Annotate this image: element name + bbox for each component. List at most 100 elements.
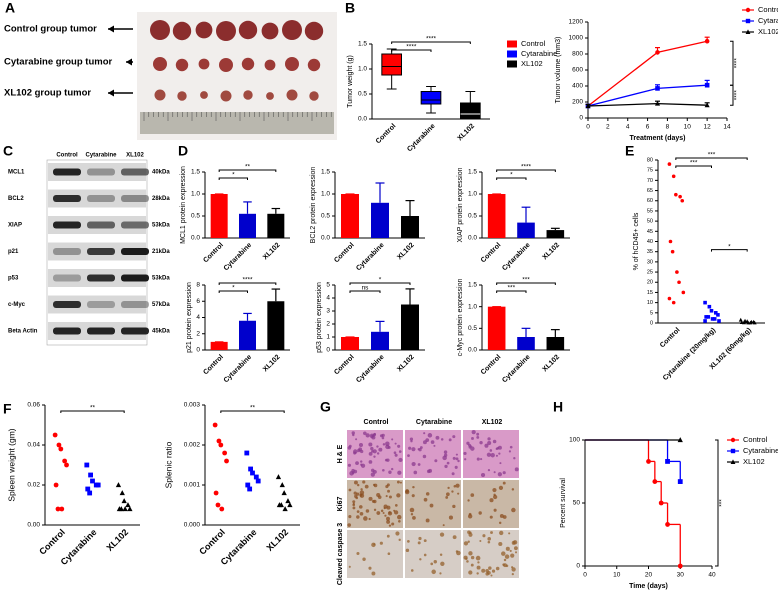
cell [429,503,434,508]
cell [372,483,376,487]
cell [380,509,384,513]
tumor [219,58,233,72]
marker [652,479,658,484]
marker [717,319,721,323]
cell [467,499,470,502]
cell [511,507,516,513]
cell [425,518,430,523]
cell [453,484,457,488]
protein-label: BCL2 [8,196,24,202]
y-tick-label: 0.002 [184,442,201,449]
cell [511,488,515,491]
cell [394,442,397,445]
cell [383,507,386,510]
significance-bracket [349,290,381,293]
panel-letter: E [625,143,634,159]
significance-bracket [496,282,556,285]
row-label: Cleaved caspase 3 [337,523,344,585]
x-category-label: Cytarabine [223,242,254,273]
tumor [154,89,166,101]
cell [353,491,357,495]
bar [401,304,419,350]
significance-bracket [730,84,734,106]
marker [281,490,287,496]
blot-band [87,301,115,308]
marker [677,437,683,443]
cell [423,432,426,435]
cell [384,514,387,517]
cell [440,438,444,441]
cell [508,450,512,453]
blot-band [53,221,81,229]
y-tick-label: 20 [647,280,653,286]
cell [353,480,358,485]
cell [417,541,421,545]
x-axis-label: Treatment (days) [629,135,685,142]
cell [468,551,473,556]
marker [675,270,679,274]
tumor [216,21,236,41]
marker [84,462,90,468]
legend-label: Control [758,5,778,14]
y-tick-label: 1.0 [358,66,367,73]
x-category-label: Cytarabine [355,354,386,385]
blot-band [121,248,149,255]
cell [356,551,360,556]
significance-bracket [675,157,748,160]
cell [452,504,456,509]
cell [511,567,516,572]
cell [418,536,422,541]
cell [443,450,448,454]
cell [371,449,374,453]
cell [443,453,448,457]
cell [423,539,427,543]
marker [709,308,714,313]
cell [348,488,352,492]
legend-marker [745,18,751,24]
size-label: 45kDa [152,329,170,335]
blot-band [121,301,149,308]
marker [678,194,682,199]
tumor [304,21,324,41]
significance-label: *** [690,160,698,167]
marker [712,317,717,321]
y-tick-label: 5 [650,310,653,316]
cell [498,541,503,547]
marker [677,563,683,569]
legend-label: Cytarabine [521,49,557,58]
tumor [153,57,167,71]
cell [347,446,352,450]
tumor [175,58,189,72]
cell [365,433,370,438]
row-label: H & E [337,444,344,463]
cell [397,444,401,448]
y-axis-label: Spleen weight (gm) [6,428,16,501]
significance-label: **** [734,58,741,69]
x-category-label: Control [333,242,356,265]
cell [408,446,412,450]
y-tick-label: 0.0 [468,347,477,354]
cell [511,540,516,545]
x-tick-label: 12 [704,124,712,131]
y-axis-label: c-Myc protein expression [457,278,464,356]
cell [372,449,377,454]
tumor [200,91,208,99]
cell [391,438,394,441]
cell [411,461,416,467]
marker [52,432,58,438]
significance-bracket [391,41,471,44]
cell [426,469,431,474]
cell [513,457,516,460]
marker [287,502,293,508]
series-line [587,40,708,107]
legend-marker [730,437,736,443]
marker [213,490,219,496]
cell [393,509,396,512]
blot-band [87,327,115,335]
cell [476,457,480,461]
cell [368,517,371,521]
series-line [587,84,708,107]
cell [455,457,459,461]
cell [487,537,491,541]
cell [372,433,376,437]
